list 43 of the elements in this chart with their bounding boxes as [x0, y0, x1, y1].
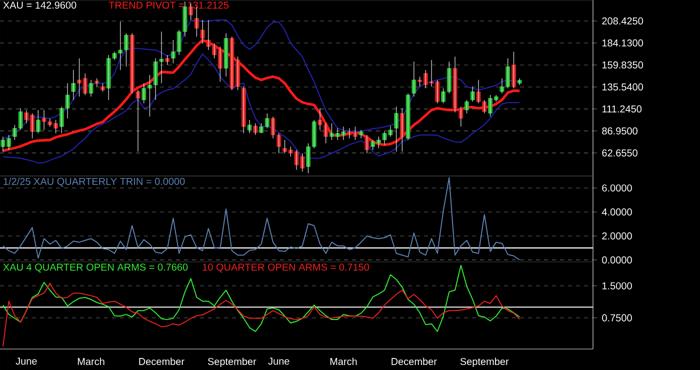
line-series — [2, 177, 520, 260]
x-tick-label: June — [268, 358, 290, 365]
candlestick — [224, 32, 228, 78]
candlestick — [464, 100, 469, 114]
y-tick-label: 184.1300 — [602, 39, 644, 47]
candlestick — [470, 86, 475, 102]
candlestick — [247, 120, 252, 134]
y-tick-label: 0.7500 — [602, 314, 632, 322]
x-tick-label: September — [460, 358, 509, 368]
x-tick-label: March — [78, 358, 104, 366]
candlestick — [512, 51, 516, 89]
x-tick-label: March — [330, 358, 357, 366]
y-tick-label: 208.4250 — [602, 17, 644, 25]
y-tick-label: 86.9500 — [602, 127, 638, 134]
candlestick — [165, 54, 170, 66]
y-tick-label: 0.0000 — [602, 256, 632, 264]
y-tick-label: 159.8350 — [602, 61, 644, 69]
chart-title: XAU = 142.9600 — [3, 2, 76, 9]
x-tick-label: December — [139, 358, 184, 366]
candlestick — [36, 110, 40, 134]
y-tick-label: 111.2450 — [602, 105, 642, 112]
y-tick-label: 4.0000 — [602, 208, 632, 216]
candlestick — [364, 134, 370, 154]
series-label: XAU 4 QUARTER OPEN ARMS = 0.7660 — [3, 264, 188, 272]
y-tick-label: 1.5000 — [602, 282, 632, 290]
text: 10 QUARTER OPEN ARMS = 0.7150 — [202, 264, 370, 272]
candlestick — [412, 61, 416, 97]
candlestick — [241, 86, 246, 134]
candlestick — [200, 20, 205, 44]
candlestick — [253, 122, 258, 136]
candlestick — [406, 92, 410, 140]
y-tick-label: 62.6550 — [602, 149, 638, 156]
candlestick — [400, 108, 404, 152]
y-tick-label: 6.0000 — [602, 184, 632, 192]
candlestick — [71, 70, 76, 100]
y-tick-label: 135.5400 — [602, 83, 644, 91]
x-tick-label: June — [16, 358, 37, 365]
candlestick — [394, 106, 399, 152]
y-tick-label: 2.0000 — [602, 232, 632, 240]
x-tick-label: September — [208, 358, 256, 368]
x-tick-label: December — [392, 358, 437, 366]
candlestick — [88, 80, 94, 97]
text: 1/2/25 XAU QUARTERLY TRIN = 0.0000 — [4, 178, 185, 187]
